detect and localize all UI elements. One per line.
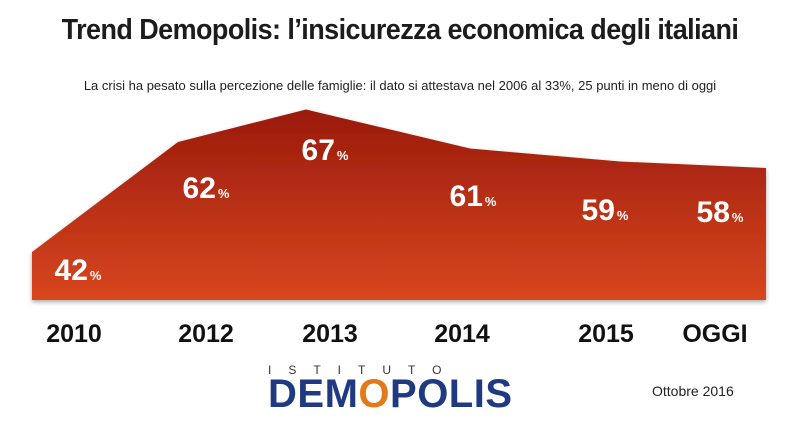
demopolis-logo: DEMOPOLIS (268, 372, 513, 417)
logo-part-polis: POLIS (390, 372, 513, 416)
chart-title: Trend Demopolis: l’insicurezza economica… (61, 14, 739, 46)
x-tick-label: OGGI (682, 320, 747, 348)
data-label: 67% (302, 134, 349, 167)
chart-subtitle: La crisi ha pesato sulla percezione dell… (83, 78, 717, 93)
x-tick-label: 2013 (302, 320, 358, 348)
x-tick-label: 2015 (578, 320, 634, 348)
x-tick-label: 2012 (178, 320, 234, 348)
logo-part-dem: DEM (268, 372, 359, 416)
data-label: 59% (582, 194, 629, 227)
area-series (32, 109, 766, 300)
survey-date: Ottobre 2016 (652, 383, 734, 399)
x-tick-label: 2010 (46, 320, 102, 348)
data-label: 62% (183, 172, 230, 205)
data-label: 42% (55, 254, 102, 287)
logo-istituto: ISTITUTO (268, 363, 459, 377)
logo-part-o: O (358, 372, 391, 416)
data-label: 61% (450, 180, 497, 213)
data-label: 58% (697, 196, 744, 229)
x-tick-label: 2014 (434, 320, 490, 348)
area-chart: 42 % 62 % 67 % 61% 59% 58% 2010 2012 2013 2014 2015 O… (32, 109, 766, 348)
